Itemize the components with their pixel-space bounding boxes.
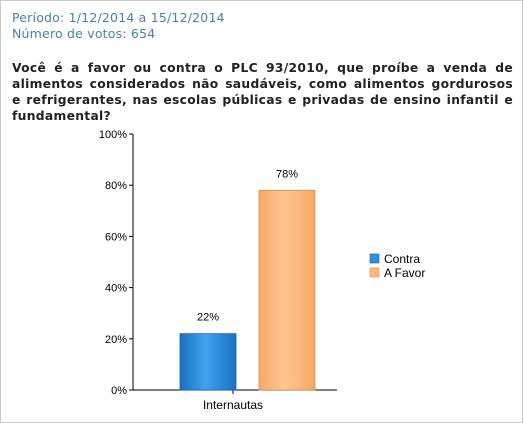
- data-label-contra: 22%: [197, 312, 219, 324]
- bar-a-favor: [258, 189, 316, 391]
- y-tick-label: 40%: [105, 283, 127, 295]
- y-tick-label: 0%: [111, 385, 127, 397]
- data-label-a-favor: 78%: [276, 168, 298, 180]
- legend-swatch-a-favor: [369, 267, 380, 278]
- x-category-label: Internautas: [203, 398, 263, 412]
- legend-swatch-contra: [369, 253, 380, 264]
- y-tick-label: 80%: [105, 180, 127, 192]
- legend-label-contra: Contra: [384, 252, 420, 266]
- vote-count: Número de votos: 654: [12, 26, 156, 41]
- y-tick-label: 100%: [99, 129, 127, 141]
- poll-period: Período: 1/12/2014 a 15/12/2014: [12, 10, 225, 25]
- poll-question: Você é a favor ou contra o PLC 93/2010, …: [12, 61, 513, 123]
- y-tick-label: 20%: [105, 334, 127, 346]
- y-tick-label: 60%: [105, 231, 127, 243]
- bar-contra: [179, 333, 237, 391]
- legend-label-a-favor: A Favor: [384, 266, 425, 280]
